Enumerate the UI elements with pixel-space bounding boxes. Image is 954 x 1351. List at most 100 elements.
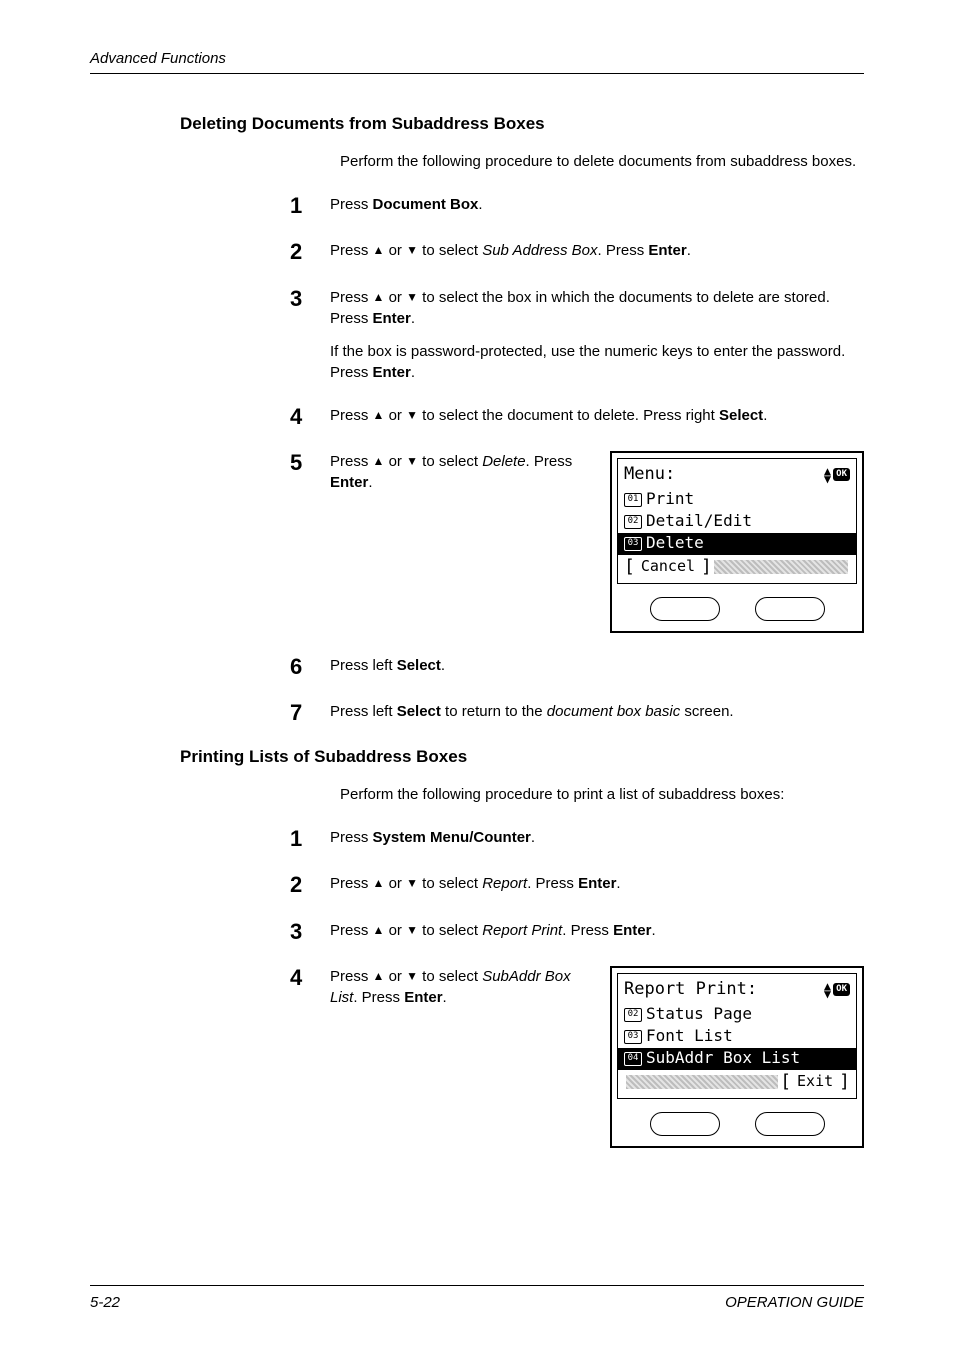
text: or [384,407,406,424]
bold-text: Select [719,407,763,424]
row-number-icon: 03 [624,537,642,551]
text: Press [330,829,373,846]
text: . [411,364,415,381]
softkey-right-button[interactable] [755,597,825,621]
step-a4: 4 Press ▲ or ▼ to select the document to… [180,405,864,429]
lcd-inner: Report Print: ▲▼ OK 02 Status Page [617,973,857,1099]
step-text: Press ▲ or ▼ to select the box in which … [330,287,864,383]
lcd-row-label: Status Page [646,1003,752,1025]
triangle-up-icon: ▲ [373,290,385,304]
running-header: Advanced Functions [90,50,864,67]
step-number: 7 [290,701,330,725]
ok-icon: OK [833,983,850,996]
text: Press left [330,657,397,674]
step-body: Press ▲ or ▼ to select Delete. Press Ent… [330,451,864,633]
step-a5: 5 Press ▲ or ▼ to select Delete. Press E… [180,451,864,633]
section-a-heading: Deleting Documents from Subaddress Boxes [180,114,864,134]
bold-text: Enter [373,310,411,327]
softkey-right-button[interactable] [755,1112,825,1136]
lcd-row-label: SubAddr Box List [646,1047,800,1069]
triangle-up-icon: ▲ [373,923,385,937]
step-number: 6 [290,655,330,679]
triangle-down-icon: ▼ [406,876,418,890]
lcd-title: Menu: [624,463,675,487]
bold-text: Enter [330,474,368,491]
triangle-down-icon: ▼ [406,243,418,257]
text: screen. [680,703,733,720]
lcd-title-row: Report Print: ▲▼ OK [624,978,850,1002]
section-b-steps: 1 Press System Menu/Counter. 2 Press ▲ o… [180,827,864,1147]
shaded-area [714,560,848,574]
step-number: 1 [290,194,330,218]
step-number: 3 [290,287,330,311]
arrow-updown-icon: ▲▼ [824,467,831,483]
page: Advanced Functions Deleting Documents fr… [0,0,954,1351]
bold-text: Document Box [373,196,479,213]
step-text: Press left Select. [330,655,864,676]
triangle-up-icon: ▲ [373,243,385,257]
text: or [384,242,406,259]
triangle-up-icon: ▲ [373,454,385,468]
ok-badge: ▲▼ OK [824,467,850,483]
bracket-icon: ] [701,554,712,579]
bold-text: Enter [648,242,686,259]
step-number: 2 [290,873,330,897]
row-number-icon: 01 [624,493,642,507]
lcd-row: 01 Print [624,489,850,511]
softkey-buttons [612,589,862,631]
lcd-row: 02 Status Page [624,1004,850,1026]
text: . Press [527,875,578,892]
row-number-icon: 02 [624,515,642,529]
ok-badge: ▲▼ OK [824,982,850,998]
lcd-row: 02 Detail/Edit [624,511,850,533]
step-text: Press ▲ or ▼ to select Delete. Press Ent… [330,451,590,493]
text: to select the document to delete. Press … [418,407,719,424]
step-text: Press System Menu/Counter. [330,827,864,848]
section-a-intro: Perform the following procedure to delet… [340,152,864,172]
text: Press [330,922,373,939]
text: to select [418,242,482,259]
lcd-inner: Menu: ▲▼ OK 01 Print 0 [617,458,857,584]
step-text: Press ▲ or ▼ to select SubAddr Box List.… [330,966,590,1008]
text: . [651,922,655,939]
text: Press [330,196,373,213]
triangle-down-icon: ▼ [406,290,418,304]
lcd-title: Report Print: [624,978,757,1002]
lcd-row-selected: 03 Delete [618,533,856,555]
page-footer: 5-22 OPERATION GUIDE [90,1285,864,1311]
lcd-screen-report-print: Report Print: ▲▼ OK 02 Status Page [610,966,864,1148]
text: . Press [598,242,649,259]
bold-text: Enter [373,364,411,381]
softkey-right-label: Exit [791,1071,839,1092]
lcd-footer: [ Cancel ] [624,557,850,577]
text: . [441,657,445,674]
section-b-intro: Perform the following procedure to print… [340,785,864,805]
bold-text: Enter [578,875,616,892]
text: Press [330,453,373,470]
lcd-row-label: Font List [646,1025,733,1047]
content-area: Deleting Documents from Subaddress Boxes… [90,114,864,1148]
text: to select [418,968,482,985]
lcd-screen-menu: Menu: ▲▼ OK 01 Print 0 [610,451,864,633]
step-number: 4 [290,405,330,429]
row-number-icon: 03 [624,1030,642,1044]
softkey-left-button[interactable] [650,597,720,621]
bold-text: System Menu/Counter [373,829,531,846]
text: . [687,242,691,259]
step-number: 3 [290,920,330,944]
text: . [411,310,415,327]
step-number: 5 [290,451,330,475]
bracket-icon: [ [780,1069,791,1094]
text: . [443,989,447,1006]
step-a3: 3 Press ▲ or ▼ to select the box in whic… [180,287,864,383]
softkey-left-button[interactable] [650,1112,720,1136]
lcd-row: 03 Font List [624,1026,850,1048]
text: . [616,875,620,892]
bracket-icon: ] [839,1069,850,1094]
text: to select [418,875,482,892]
lcd-row-label: Delete [646,532,704,554]
arrow-updown-icon: ▲▼ [824,982,831,998]
lcd-title-row: Menu: ▲▼ OK [624,463,850,487]
step-number: 2 [290,240,330,264]
step-number: 1 [290,827,330,851]
